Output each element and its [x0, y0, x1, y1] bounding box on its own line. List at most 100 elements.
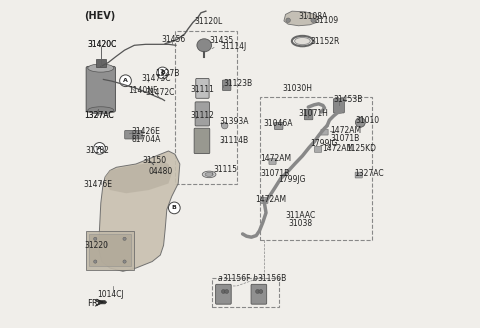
FancyBboxPatch shape — [261, 197, 268, 203]
FancyBboxPatch shape — [125, 131, 134, 139]
Text: 1799JG: 1799JG — [310, 139, 337, 148]
Text: 31420C: 31420C — [88, 40, 117, 49]
Text: 31152R: 31152R — [311, 36, 340, 46]
Circle shape — [286, 18, 290, 23]
Polygon shape — [98, 300, 107, 304]
Circle shape — [221, 122, 228, 129]
Text: 1327B: 1327B — [156, 69, 180, 78]
Text: 31071B: 31071B — [260, 169, 289, 177]
Text: 31109: 31109 — [315, 16, 339, 25]
Text: 1327AC: 1327AC — [84, 112, 113, 120]
Text: 1799JG: 1799JG — [278, 175, 306, 184]
FancyBboxPatch shape — [86, 67, 115, 112]
Circle shape — [94, 237, 97, 240]
Text: 31038: 31038 — [289, 219, 313, 228]
Text: 1140NF: 1140NF — [128, 86, 157, 95]
Text: (HEV): (HEV) — [84, 11, 115, 21]
Polygon shape — [284, 11, 317, 26]
Text: 31472C: 31472C — [145, 88, 174, 97]
FancyBboxPatch shape — [216, 284, 231, 304]
Text: 31114J: 31114J — [220, 42, 247, 51]
Circle shape — [221, 290, 226, 294]
FancyBboxPatch shape — [269, 158, 276, 164]
Circle shape — [123, 237, 126, 240]
Text: B: B — [160, 71, 165, 75]
FancyBboxPatch shape — [355, 172, 362, 178]
Text: 31182: 31182 — [85, 146, 109, 155]
Text: 31456: 31456 — [161, 35, 186, 44]
Text: a: a — [218, 274, 223, 283]
FancyBboxPatch shape — [196, 78, 209, 98]
Text: 31115: 31115 — [213, 165, 237, 174]
Text: 1472AM: 1472AM — [260, 154, 291, 163]
Text: 31420C: 31420C — [88, 40, 117, 49]
Text: A: A — [123, 78, 128, 83]
Text: 31453B: 31453B — [334, 95, 363, 104]
Text: B: B — [172, 205, 177, 210]
Text: 1327AC: 1327AC — [84, 112, 113, 120]
Text: 1125KD: 1125KD — [347, 144, 377, 153]
FancyBboxPatch shape — [333, 99, 344, 113]
Text: 31123B: 31123B — [223, 79, 252, 88]
Text: 31114B: 31114B — [220, 136, 249, 145]
Circle shape — [120, 75, 132, 87]
Text: 1472AM: 1472AM — [322, 144, 353, 153]
Text: 31156F: 31156F — [222, 274, 251, 283]
Circle shape — [123, 260, 126, 263]
FancyBboxPatch shape — [304, 109, 313, 120]
Ellipse shape — [197, 39, 212, 52]
Text: b: b — [253, 274, 258, 283]
Text: 31030H: 31030H — [282, 84, 312, 93]
Text: 31473C: 31473C — [142, 74, 171, 83]
Text: 04480: 04480 — [149, 167, 173, 176]
Text: 311AAC: 311AAC — [286, 211, 316, 220]
Text: 31046A: 31046A — [264, 119, 293, 128]
FancyBboxPatch shape — [195, 102, 209, 126]
FancyBboxPatch shape — [222, 80, 231, 91]
Text: 31071B: 31071B — [330, 134, 360, 143]
Ellipse shape — [205, 173, 213, 176]
FancyBboxPatch shape — [321, 129, 328, 135]
Text: 31010: 31010 — [356, 115, 380, 125]
Text: 1472AM: 1472AM — [256, 195, 287, 204]
Circle shape — [311, 18, 315, 23]
Text: 1327AC: 1327AC — [354, 169, 384, 177]
Circle shape — [94, 143, 105, 154]
Polygon shape — [98, 151, 180, 271]
FancyBboxPatch shape — [251, 284, 267, 304]
Circle shape — [94, 260, 97, 263]
Circle shape — [168, 202, 180, 214]
FancyBboxPatch shape — [133, 131, 142, 139]
Circle shape — [356, 117, 365, 127]
Text: 31108A: 31108A — [299, 11, 328, 21]
FancyBboxPatch shape — [275, 122, 283, 130]
Text: 1014CJ: 1014CJ — [97, 290, 124, 299]
Polygon shape — [85, 231, 134, 270]
Ellipse shape — [295, 37, 310, 45]
Ellipse shape — [202, 171, 216, 178]
Text: 31426E: 31426E — [131, 127, 160, 136]
Text: 31150: 31150 — [143, 156, 167, 165]
Polygon shape — [89, 234, 131, 266]
Circle shape — [157, 67, 168, 79]
Ellipse shape — [88, 107, 114, 114]
Text: A: A — [97, 146, 102, 151]
Text: FR: FR — [87, 299, 98, 308]
FancyBboxPatch shape — [314, 146, 322, 152]
Circle shape — [259, 290, 263, 294]
Text: 31071H: 31071H — [299, 109, 328, 118]
Bar — [96, 59, 106, 67]
Text: 31220: 31220 — [84, 241, 108, 251]
Text: 31112: 31112 — [191, 112, 215, 120]
Circle shape — [225, 290, 228, 294]
FancyBboxPatch shape — [194, 128, 210, 154]
Text: 31435: 31435 — [209, 36, 233, 45]
Text: 1472AM: 1472AM — [330, 126, 361, 135]
Text: 31120L: 31120L — [194, 17, 223, 26]
Text: 31476E: 31476E — [84, 180, 113, 189]
Text: 31393A: 31393A — [220, 117, 249, 126]
Text: 31111: 31111 — [191, 85, 215, 94]
Text: 31156B: 31156B — [257, 274, 287, 283]
Polygon shape — [105, 161, 172, 193]
Text: 81704A: 81704A — [131, 135, 160, 144]
